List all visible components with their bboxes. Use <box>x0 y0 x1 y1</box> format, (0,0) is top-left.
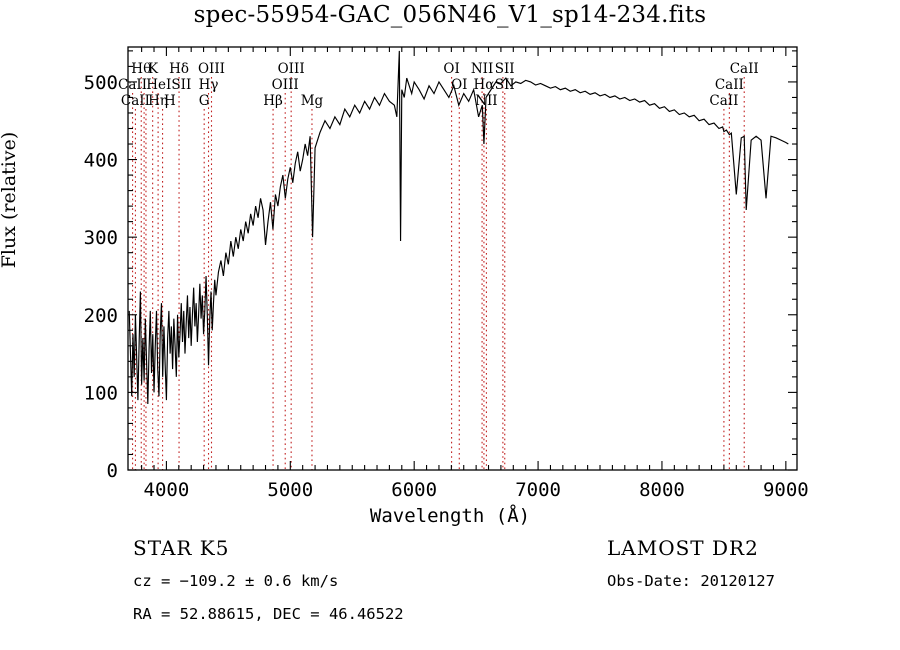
y-tick-label: 400 <box>84 150 118 172</box>
spectrum-trace <box>128 50 789 405</box>
spectral-line-label: OI <box>451 77 467 93</box>
spectral-line-label: OIII <box>198 61 225 77</box>
spectral-line-label: NII <box>471 61 493 77</box>
y-tick-label: 500 <box>84 72 118 94</box>
survey-label: LAMOST DR2 <box>607 536 759 560</box>
spectral-line-label: Hθ <box>131 61 151 77</box>
spectral-line-label: CaII <box>709 93 738 109</box>
y-tick-label: 200 <box>84 305 118 327</box>
x-tick-label: 8000 <box>639 479 685 501</box>
spectral-line-label: SII <box>495 61 515 77</box>
page-title: spec-55954-GAC_056N46_V1_sp14-234.fits <box>193 2 707 28</box>
spectral-line-label: HeI <box>146 77 171 93</box>
obs-date-label: Obs-Date: 20120127 <box>607 572 775 590</box>
object-class-label: STAR K5 <box>133 536 230 560</box>
spectral-line-label: OIII <box>272 77 299 93</box>
spectral-line-label: Hδ <box>169 61 189 77</box>
spectral-line-label: K <box>148 61 159 77</box>
spectral-line-label: CaII <box>715 77 744 93</box>
spectral-line-label: SII <box>495 77 515 93</box>
x-tick-label: 9000 <box>763 479 809 501</box>
x-tick-label: 7000 <box>515 479 561 501</box>
spectral-line-label: CaII <box>121 93 150 109</box>
y-tick-label: 100 <box>84 382 118 404</box>
spectral-line-label: G <box>199 93 210 109</box>
x-tick-label: 6000 <box>391 479 437 501</box>
spectral-line-label: Hα <box>473 77 494 93</box>
redshift-velocity-label: cz = −109.2 ± 0.6 km/s <box>133 572 339 590</box>
x-axis-label: Wavelength (Å) <box>369 505 531 527</box>
y-axis-label: Flux (relative) <box>0 131 20 269</box>
y-tick-label: 0 <box>107 460 118 482</box>
spectral-line-label: Hη <box>148 93 168 109</box>
coordinates-label: RA = 52.88615, DEC = 46.46522 <box>133 605 404 623</box>
spectral-line-label: CaII <box>118 77 147 93</box>
spectral-line-label: OIII <box>278 61 305 77</box>
y-tick-label: 300 <box>84 227 118 249</box>
spectral-line-label: Hβ <box>263 93 283 109</box>
spectral-line-label: Mg <box>301 93 324 109</box>
spectral-line-label: OI <box>443 61 459 77</box>
x-tick-label: 5000 <box>267 479 313 501</box>
plot-frame <box>127 46 798 471</box>
spectral-line-label: CaII <box>730 61 759 77</box>
x-tick-label: 4000 <box>144 479 190 501</box>
spectral-line-label: Hγ <box>199 77 219 93</box>
spectral-line-label: H <box>164 93 176 109</box>
spectral-line-label: SII <box>171 77 191 93</box>
